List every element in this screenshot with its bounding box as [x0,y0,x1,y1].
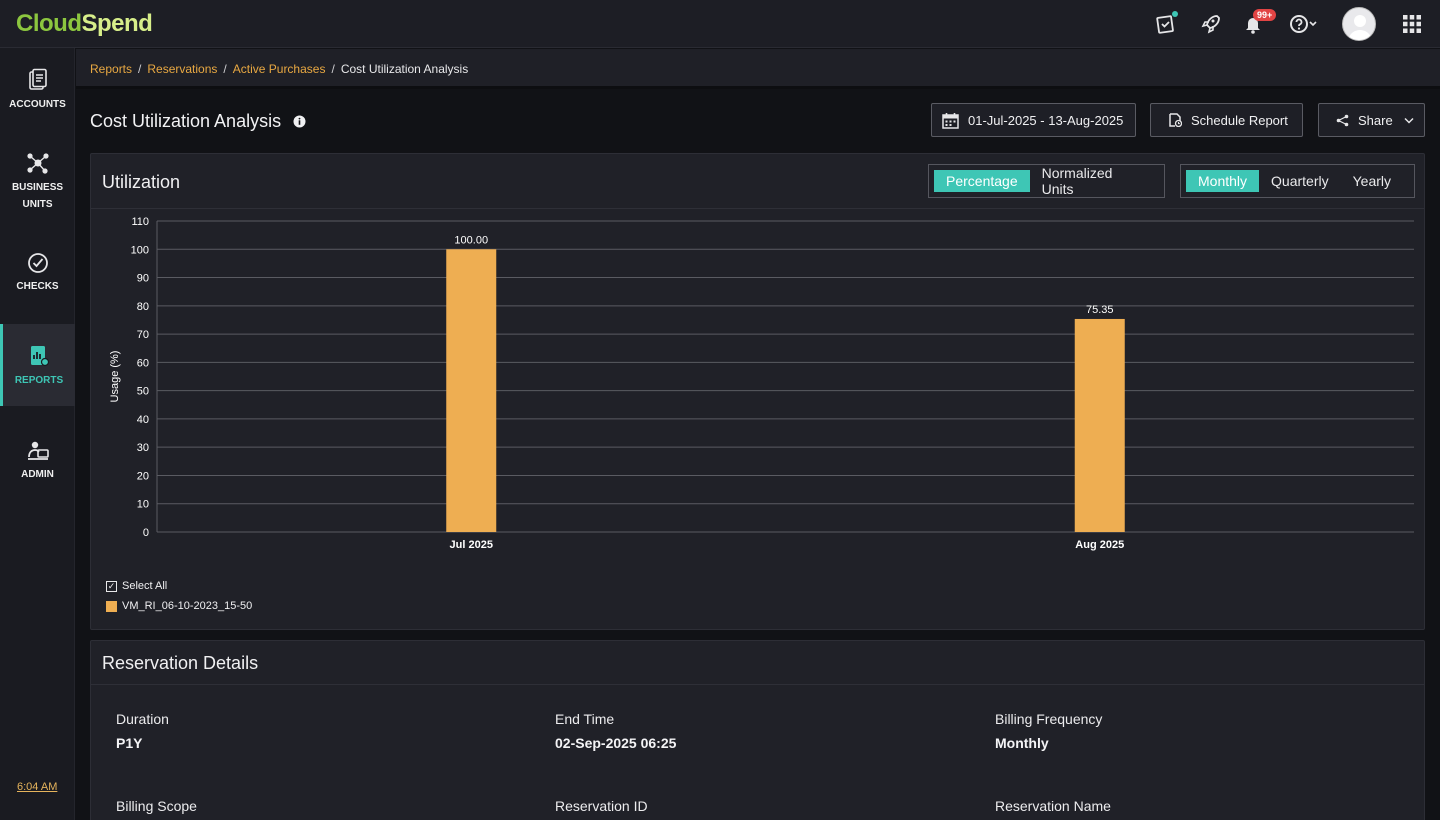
sidebar-item-accounts[interactable]: ACCOUNTS [0,68,75,113]
sidebar-item-business-units[interactable]: BUSINESS UNITS [0,151,75,213]
select-all-checkbox[interactable]: ✓ [106,580,117,592]
schedule-icon [1169,113,1182,127]
legend-select-all[interactable]: ✓ Select All [106,580,168,592]
sidebar-item-checks[interactable]: CHECKS [0,252,75,295]
breadcrumb: Reports / Reservations / Active Purchases / Co… [76,49,1440,89]
y-tick-label: 100 [131,244,149,256]
breadcrumb-reports[interactable]: Reports [90,62,133,76]
period-yearly[interactable]: Yearly [1352,173,1392,189]
x-tick-label: Jul 2025 [450,539,493,551]
y-tick-label: 50 [137,386,149,398]
bell-icon[interactable] [1241,12,1265,36]
y-tick-label: 110 [131,216,149,228]
bar [1074,318,1125,532]
sidebar-item-admin[interactable]: ADMIN [0,440,75,483]
y-axis-label: Usage (%) [109,351,121,403]
metric-normalized-units[interactable]: Normalized Units [1041,165,1113,197]
utilization-title: Utilization [102,172,181,192]
admin-icon [27,441,49,460]
breadcrumb-active-purchases[interactable]: Active Purchases [232,62,326,76]
app-logo[interactable]: CloudSpend [16,10,153,37]
y-tick-label: 60 [137,357,149,369]
reservation-id-label: Reservation ID [555,798,648,814]
duration-label: Duration [116,711,169,727]
avatar[interactable] [1342,7,1376,41]
calendar-icon [942,112,959,129]
apps-grid-icon[interactable] [1400,12,1424,36]
metric-percentage[interactable]: Percentage [934,170,1030,192]
legend-swatch [106,600,117,612]
end-time-label: End Time [555,711,615,727]
period-quarterly[interactable]: Quarterly [1271,173,1329,189]
x-tick-label: Aug 2025 [1075,539,1124,551]
date-range-picker[interactable]: 01-Jul-2025 - 13-Aug-2025 [931,103,1136,137]
page-title: Cost Utilization Analysis [90,111,282,131]
breadcrumb-reservations[interactable]: Reservations [147,62,218,76]
y-tick-label: 10 [137,499,149,511]
clock-time[interactable]: 6:04 AM [17,781,58,793]
status-dot [1172,11,1178,17]
checks-icon [27,253,48,273]
end-time-value: 02-Sep-2025 06:25 [555,735,677,751]
y-tick-label: 40 [137,414,149,426]
metric-toggle: Percentage Normalized Units [928,164,1165,198]
share-icon [1336,114,1349,126]
billing-scope-label: Billing Scope [116,798,197,814]
share-button[interactable]: Share [1318,103,1425,137]
top-bar: CloudSpend 99+ [0,0,1440,48]
y-tick-label: 30 [137,442,149,454]
business-units-icon [26,153,49,174]
reports-icon [31,346,50,367]
help-icon[interactable] [1288,12,1322,36]
y-tick-label: 90 [137,273,149,285]
rocket-icon[interactable] [1198,12,1222,36]
period-monthly[interactable]: Monthly [1186,170,1260,192]
utilization-chart: 0 10 20 30 40 50 60 70 80 90 100 110 Usage (%) 100.00… [109,216,1414,551]
tasks-icon[interactable] [1154,12,1178,36]
notification-badge: 99+ [1253,9,1277,21]
data-label: 100.00 [454,234,488,246]
data-label: 75.35 [1086,304,1114,316]
reservation-details-panel: Reservation Details Duration P1Y End Tim… [90,640,1425,820]
bar [446,249,497,532]
utilization-panel: Utilization Percentage Normalized Units … [90,153,1425,630]
accounts-icon [28,68,47,90]
info-icon[interactable] [293,115,306,133]
period-toggle: Monthly Quarterly Yearly [1180,164,1415,198]
breadcrumb-current: Cost Utilization Analysis [340,62,469,76]
legend-series-item[interactable]: VM_RI_06-10-2023_15-50 [106,600,252,612]
sidebar: ACCOUNTS BUSINESS UNITS CHECKS REPORTS A… [0,48,75,820]
y-tick-label: 70 [137,329,149,341]
y-tick-label: 0 [143,527,149,539]
chevron-down-icon [1404,117,1414,124]
duration-value: P1Y [116,735,143,751]
schedule-report-button[interactable]: Schedule Report [1150,103,1303,137]
y-tick-label: 20 [137,470,149,482]
reservation-details-title: Reservation Details [102,653,259,673]
reservation-name-label: Reservation Name [995,798,1111,814]
billing-frequency-label: Billing Frequency [995,711,1103,727]
y-tick-label: 80 [137,301,149,313]
billing-frequency-value: Monthly [995,735,1049,751]
sidebar-item-reports[interactable]: REPORTS [0,324,75,406]
